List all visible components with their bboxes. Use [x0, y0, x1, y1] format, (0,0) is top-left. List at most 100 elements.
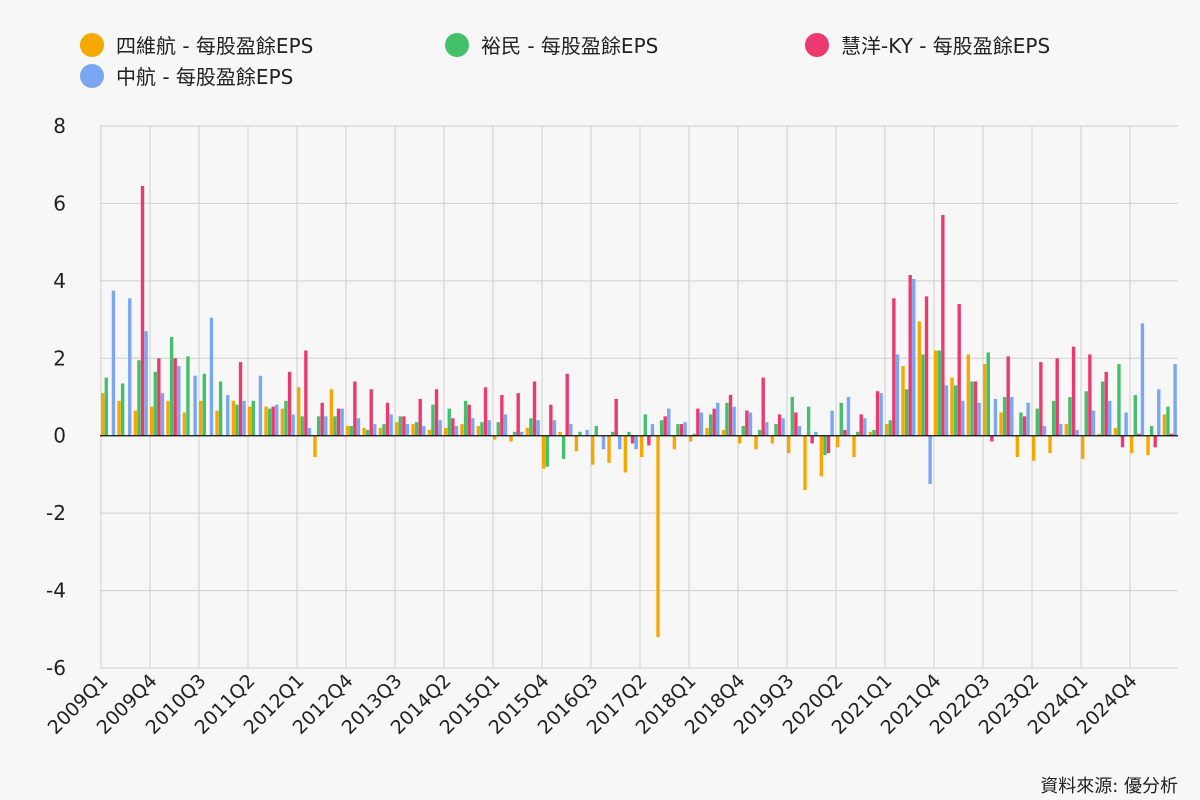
bar-huiyang: [1071, 346, 1076, 436]
bar-yumin: [463, 400, 468, 436]
bar-huiyang: [271, 406, 275, 436]
bar-sihwei: [1048, 435, 1052, 454]
bar-sihwei: [297, 387, 301, 436]
bar-sihwei: [574, 435, 579, 452]
bar-huiyang: [173, 358, 177, 436]
bar-yumin: [153, 371, 157, 436]
bar-yumin: [774, 424, 778, 436]
bar-huiyang: [320, 402, 324, 436]
bar-sihwei: [934, 350, 938, 436]
legend-label: 慧洋-KY - 每股盈餘EPS: [841, 34, 1051, 58]
bar-yumin: [676, 424, 680, 436]
bar-sihwei: [1113, 427, 1118, 436]
bar-huiyang: [549, 404, 553, 436]
bar-sihwei: [1097, 433, 1101, 436]
bar-yumin: [970, 381, 974, 436]
bar-sihwei: [672, 435, 677, 450]
bar-huiyang: [1137, 433, 1141, 436]
bar-yumin: [333, 416, 337, 436]
bar-sihwei: [493, 435, 497, 440]
bar-yumin: [349, 426, 353, 436]
bar-zhonghang: [650, 424, 655, 436]
bar-yumin: [545, 435, 549, 467]
bar-sihwei: [248, 406, 252, 436]
bar-yumin: [561, 435, 566, 459]
bar-sihwei: [460, 424, 464, 436]
bar-huiyang: [353, 381, 357, 436]
bar-zhonghang: [781, 418, 785, 436]
bar-zhonghang: [716, 402, 720, 436]
y-tick-label: 6: [53, 191, 66, 215]
bar-sihwei: [1130, 435, 1134, 454]
y-tick-label: -2: [46, 501, 66, 525]
bar-sihwei: [444, 427, 448, 436]
bar-sihwei: [150, 406, 154, 436]
bar-yumin: [202, 373, 206, 436]
bar-sihwei: [264, 406, 268, 436]
bar-zhonghang: [487, 420, 491, 436]
bar-zhonghang: [667, 408, 671, 436]
bar-yumin: [496, 422, 500, 436]
bar-huiyang: [875, 391, 880, 436]
legend-label: 四維航 - 每股盈餘EPS: [116, 34, 314, 58]
bar-yumin: [1051, 400, 1056, 436]
legend-item-2[interactable]: 慧洋-KY - 每股盈餘EPS: [805, 30, 1050, 59]
bar-huiyang: [1088, 354, 1092, 436]
bar-huiyang: [941, 215, 945, 436]
bar-yumin: [1166, 406, 1170, 436]
legend-item-1[interactable]: 裕民 - 每股盈餘EPS: [445, 30, 658, 59]
bar-zhonghang: [405, 424, 410, 436]
bar-zhonghang: [1173, 364, 1177, 436]
bar-sihwei: [395, 422, 399, 436]
bar-yumin: [953, 385, 958, 436]
bar-zhonghang: [601, 435, 606, 450]
bar-huiyang: [287, 371, 292, 436]
bar-huiyang: [614, 398, 618, 436]
bar-sihwei: [836, 435, 840, 448]
bar-sihwei: [133, 410, 138, 436]
bar-zhonghang: [1026, 402, 1030, 436]
legend-item-0[interactable]: 四維航 - 每股盈餘EPS: [80, 30, 313, 59]
bar-zhonghang: [1059, 424, 1063, 436]
legend-swatch: [80, 32, 104, 57]
bar-huiyang: [630, 435, 635, 444]
bar-yumin: [235, 404, 239, 436]
bar-huiyang: [369, 389, 373, 436]
bar-zhonghang: [912, 278, 916, 436]
bar-huiyang: [1104, 371, 1108, 436]
bar-yumin: [1117, 364, 1121, 436]
bar-huiyang: [712, 408, 716, 436]
bar-zhonghang: [1157, 389, 1161, 436]
bar-zhonghang: [422, 426, 426, 436]
bar-zhonghang: [585, 429, 589, 436]
bar-huiyang: [924, 296, 929, 436]
bar-huiyang: [663, 416, 667, 436]
bar-huiyang: [794, 412, 798, 436]
bar-zhonghang: [307, 427, 312, 436]
bar-yumin: [839, 402, 843, 436]
bar-yumin: [986, 352, 990, 436]
bar-huiyang: [777, 414, 782, 436]
bar-yumin: [708, 414, 713, 436]
bar-huiyang: [859, 414, 863, 436]
bar-zhonghang: [356, 418, 361, 436]
legend-swatch: [805, 32, 829, 57]
bar-huiyang: [745, 410, 749, 436]
bar-yumin: [1100, 381, 1105, 436]
bar-sihwei: [542, 435, 546, 469]
bar-yumin: [365, 429, 370, 436]
bar-zhonghang: [1042, 426, 1047, 436]
bar-sihwei: [101, 393, 105, 436]
bar-yumin: [1035, 408, 1039, 436]
bar-sihwei: [329, 389, 334, 436]
legend-item-3[interactable]: 中航 - 每股盈餘EPS: [80, 61, 293, 90]
bar-zhonghang: [699, 412, 704, 436]
bar-huiyang: [157, 358, 161, 436]
bar-sihwei: [476, 426, 481, 436]
bar-yumin: [414, 422, 419, 436]
bar-yumin: [888, 420, 892, 436]
bar-yumin: [790, 397, 794, 436]
bar-yumin: [643, 414, 647, 436]
bar-zhonghang: [536, 420, 540, 436]
bar-sihwei: [1162, 414, 1167, 436]
